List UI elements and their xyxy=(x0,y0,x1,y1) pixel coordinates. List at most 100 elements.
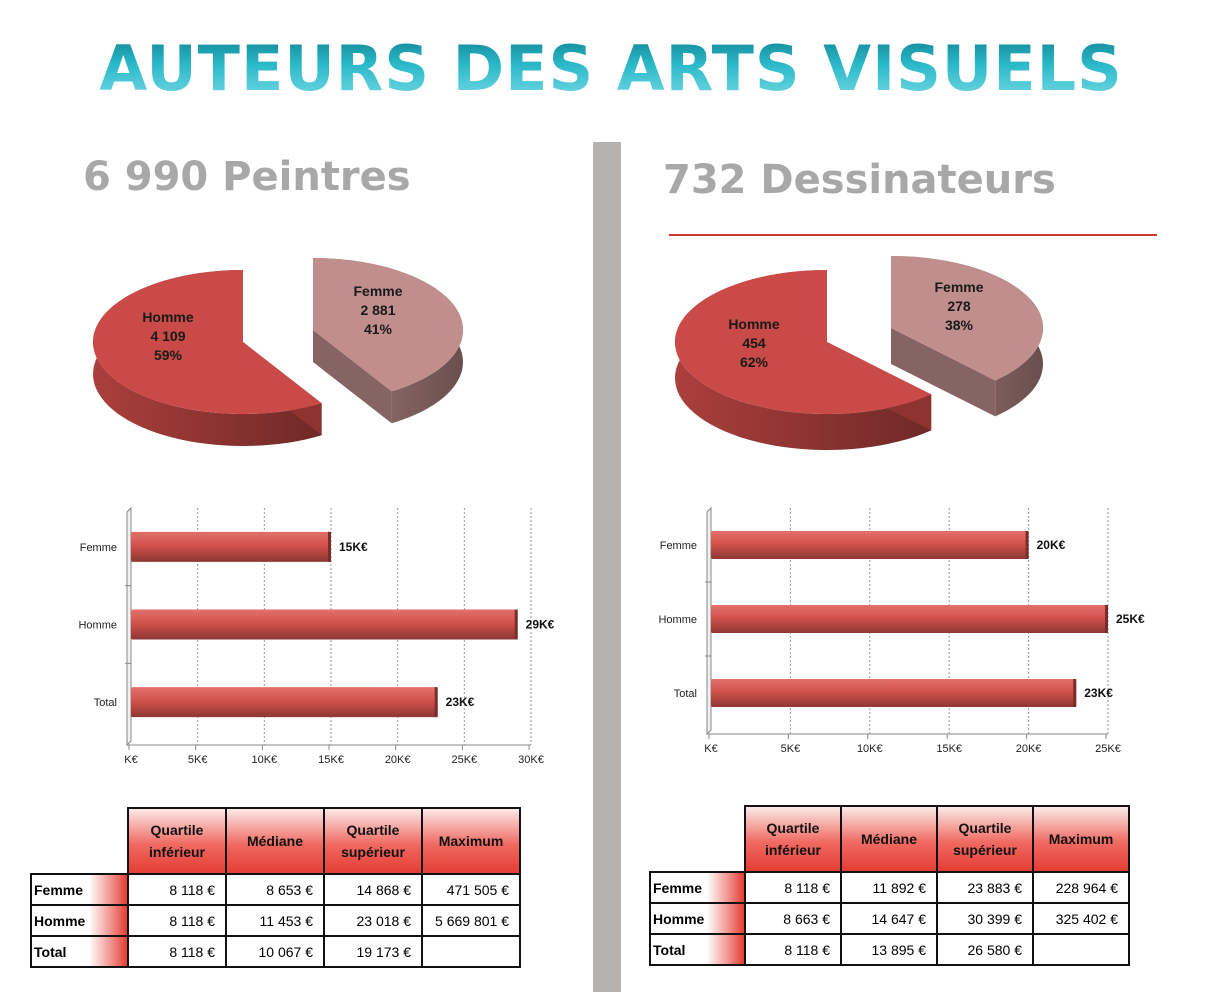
pie-label-pct-text: 41% xyxy=(364,321,393,337)
bar-value-label: 20K€ xyxy=(1037,538,1066,552)
table-cell: 8 118 € xyxy=(744,933,842,966)
bar-end-cap xyxy=(514,609,518,640)
pie-slice-edge xyxy=(891,328,996,417)
table-column-header: Quartile supérieur xyxy=(323,807,423,875)
bar-category-label: Homme xyxy=(658,614,697,626)
bar-category-label: Homme xyxy=(78,620,117,632)
bar-category-label: Total xyxy=(674,688,697,700)
bar-total: Total 23K€ xyxy=(674,679,1113,707)
table-cell: 23 883 € xyxy=(936,871,1034,904)
pie-label-value-text: 454 xyxy=(742,335,766,351)
bar-end-cap xyxy=(1073,679,1077,707)
bar-end-cap xyxy=(434,687,438,718)
bar-rect xyxy=(711,531,1029,559)
pie-slice-femme: Femme 2 881 41% xyxy=(313,258,463,424)
bar-femme: Femme 20K€ xyxy=(660,531,1066,559)
bar-category-label: Femme xyxy=(660,540,697,552)
table-row-label: Femme xyxy=(649,871,746,904)
page-title: AUTEURS DES ARTS VISUELS xyxy=(0,32,1222,105)
bar-value-label: 15K€ xyxy=(339,540,368,554)
pie-label-value-text: 2 881 xyxy=(360,302,395,318)
bar-x-tick-label: 20K€ xyxy=(385,754,411,766)
bar-x-tick-label: 10K€ xyxy=(251,754,277,766)
bar-value-label: 25K€ xyxy=(1116,612,1145,626)
table-cell xyxy=(421,935,521,968)
table-cell: 13 895 € xyxy=(840,933,938,966)
table-corner xyxy=(650,806,746,873)
table-cell: 5 669 801 € xyxy=(421,904,521,937)
pie-slice-homme: Homme 454 62% xyxy=(675,270,932,450)
table-row-label: Total xyxy=(649,933,746,966)
table-column-header: Quartile inférieur xyxy=(744,805,842,873)
bar-value-label: 23K€ xyxy=(446,695,475,709)
bar-rect xyxy=(131,609,518,640)
pie-chart-dessinateurs: Homme 454 62% Femme 278 38% xyxy=(675,256,1043,450)
bar-category-label: Total xyxy=(94,697,117,709)
pie-label-label: Homme xyxy=(728,316,780,332)
pie-slice-top xyxy=(93,270,322,414)
table-cell: 8 663 € xyxy=(744,902,842,935)
bar-total: Total 23K€ xyxy=(94,687,475,718)
stats-table-dessinateurs: Quartile inférieur Médiane Quartile supéri… xyxy=(649,805,1130,966)
table-cell: 11 453 € xyxy=(225,904,325,937)
table-row-label: Homme xyxy=(649,902,746,935)
table-row: Homme 8 118 €11 453 €23 018 €5 669 801 € xyxy=(30,904,521,937)
pie-label-pct-text: 59% xyxy=(154,347,183,363)
bar-chart-peintres: K€ 5K€ 10K€ 15K€ 20K€ 25K€ 30K€ Femme 15K€ Homme 2… xyxy=(78,506,555,766)
table-row: Femme 8 118 €8 653 €14 868 €471 505 € xyxy=(30,873,521,906)
table-header-row: Quartile inférieur Médiane Quartile supéri… xyxy=(31,807,521,875)
bar-rect xyxy=(131,687,438,718)
panel-divider xyxy=(593,142,621,992)
table-cell: 30 399 € xyxy=(936,902,1034,935)
bar-x-tick-label: K€ xyxy=(704,743,717,755)
pie-chart-peintres: Homme 4 109 59% Femme 2 881 41% xyxy=(93,258,463,446)
table-cell: 14 647 € xyxy=(840,902,938,935)
table-row: Total 8 118 €10 067 €19 173 € xyxy=(30,935,521,968)
table-cell: 8 118 € xyxy=(744,871,842,904)
table-column-header: Quartile inférieur xyxy=(127,807,227,875)
table-column-header: Médiane xyxy=(225,807,325,875)
bar-x-tick-label: 20K€ xyxy=(1016,743,1042,755)
bar-x-tick-label: 15K€ xyxy=(318,754,344,766)
panel-dessinateurs: 732 Dessinateurs Homme 454 62% Femme 278 38% … xyxy=(621,0,1222,992)
table-cell: 14 868 € xyxy=(323,873,423,906)
bar-rect xyxy=(711,679,1077,707)
table-cell: 26 580 € xyxy=(936,933,1034,966)
bar-femme: Femme 15K€ xyxy=(80,531,368,562)
table-row-label: Total xyxy=(30,935,129,968)
pie-label-pct-text: 38% xyxy=(945,317,974,333)
table-cell xyxy=(1032,933,1130,966)
bar-homme: Homme 25K€ xyxy=(658,605,1145,633)
table-corner xyxy=(31,808,129,875)
table-cell: 228 964 € xyxy=(1032,871,1130,904)
bar-x-tick-label: 10K€ xyxy=(857,743,883,755)
table-row: Femme 8 118 €11 892 €23 883 €228 964 € xyxy=(649,871,1130,904)
bar-x-tick-label: K€ xyxy=(124,754,137,766)
table-row: Total 8 118 €13 895 €26 580 € xyxy=(649,933,1130,966)
table-header-row: Quartile inférieur Médiane Quartile supéri… xyxy=(650,805,1130,873)
table-column-header: Maximum xyxy=(1032,805,1130,873)
pie-slice-femme: Femme 278 38% xyxy=(891,256,1043,417)
pie-label-label: Femme xyxy=(353,283,402,299)
bar-x-tick-label: 5K€ xyxy=(188,754,208,766)
table-cell: 8 118 € xyxy=(127,935,227,968)
bar-x-tick-label: 25K€ xyxy=(1095,743,1121,755)
bar-end-cap xyxy=(328,531,331,562)
panel-peintres: 6 990 Peintres Homme 4 109 59% Femme 2 881 41… xyxy=(0,0,593,992)
bar-end-cap xyxy=(1105,605,1108,633)
pie-slice-top xyxy=(675,270,932,414)
panel-heading: 6 990 Peintres xyxy=(83,154,411,200)
bar-y-axis-wall xyxy=(706,506,712,736)
bar-chart-dessinateurs: K€ 5K€ 10K€ 15K€ 20K€ 25K€ Femme 20K€ Homme 25K€ T… xyxy=(658,506,1145,755)
pie-label-label: Homme xyxy=(142,309,194,325)
table-cell: 325 402 € xyxy=(1032,902,1130,935)
table-cell: 8 118 € xyxy=(127,873,227,906)
table-row-label: Femme xyxy=(30,873,129,906)
bar-rect xyxy=(711,605,1108,633)
table-row: Homme 8 663 €14 647 €30 399 €325 402 € xyxy=(649,902,1130,935)
table-cell: 8 653 € xyxy=(225,873,325,906)
heading-underline xyxy=(669,234,1157,236)
bar-category-label: Femme xyxy=(80,542,117,554)
bar-rect xyxy=(131,531,331,562)
pie-label-pct-text: 62% xyxy=(740,354,769,370)
